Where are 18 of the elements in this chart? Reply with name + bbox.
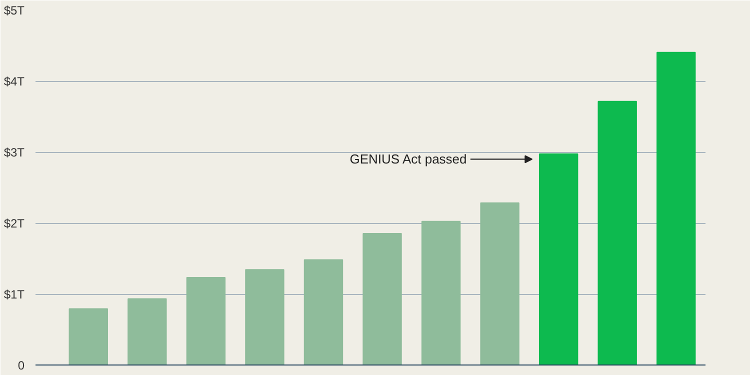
y-tick-label: 0 <box>18 358 25 372</box>
bar <box>656 52 696 366</box>
bar <box>480 202 520 366</box>
y-tick-label: $5T <box>4 4 26 18</box>
bar <box>538 153 578 366</box>
y-tick-label: $3T <box>4 146 26 160</box>
bar <box>186 276 226 366</box>
bar <box>128 298 167 366</box>
bar <box>362 232 402 366</box>
bar <box>421 220 461 366</box>
y-tick-label: $1T <box>4 288 26 302</box>
bar <box>598 100 637 366</box>
bar <box>304 259 344 366</box>
bar <box>68 308 108 366</box>
y-tick-label: $4T <box>4 74 26 88</box>
bar <box>245 269 284 366</box>
annotation: GENIUS Act passed <box>350 152 467 167</box>
y-tick-label: $2T <box>4 216 26 230</box>
